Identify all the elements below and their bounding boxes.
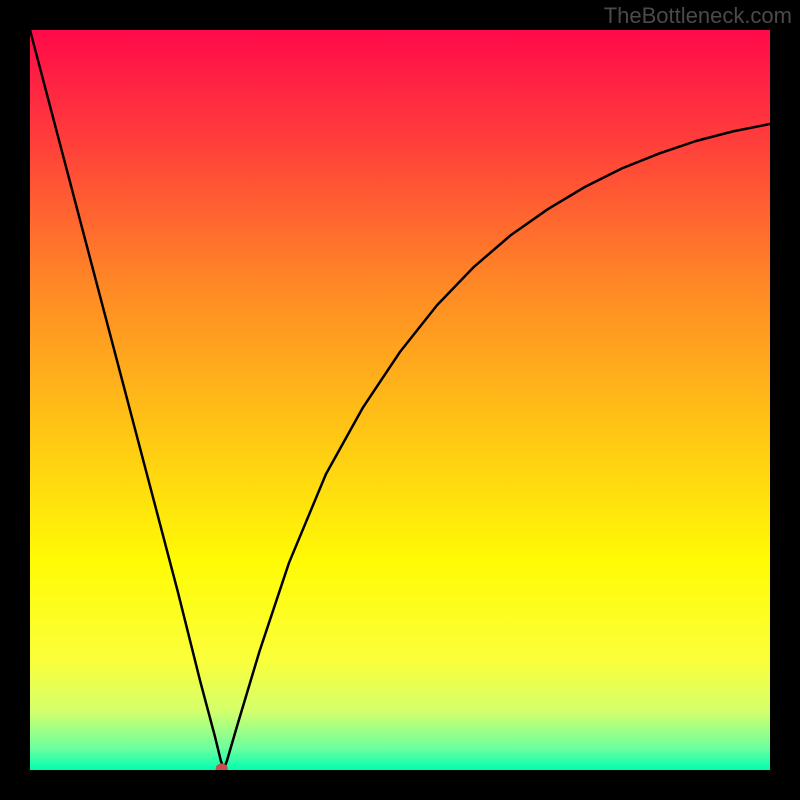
gradient-background xyxy=(30,30,770,770)
watermark-text: TheBottleneck.com xyxy=(604,3,792,29)
chart-plot-area xyxy=(30,30,770,770)
chart-svg xyxy=(30,30,770,770)
